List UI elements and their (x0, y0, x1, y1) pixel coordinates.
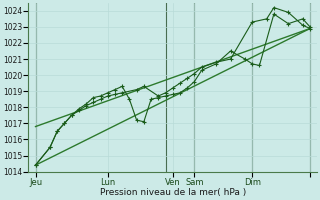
X-axis label: Pression niveau de la mer( hPa ): Pression niveau de la mer( hPa ) (100, 188, 246, 197)
